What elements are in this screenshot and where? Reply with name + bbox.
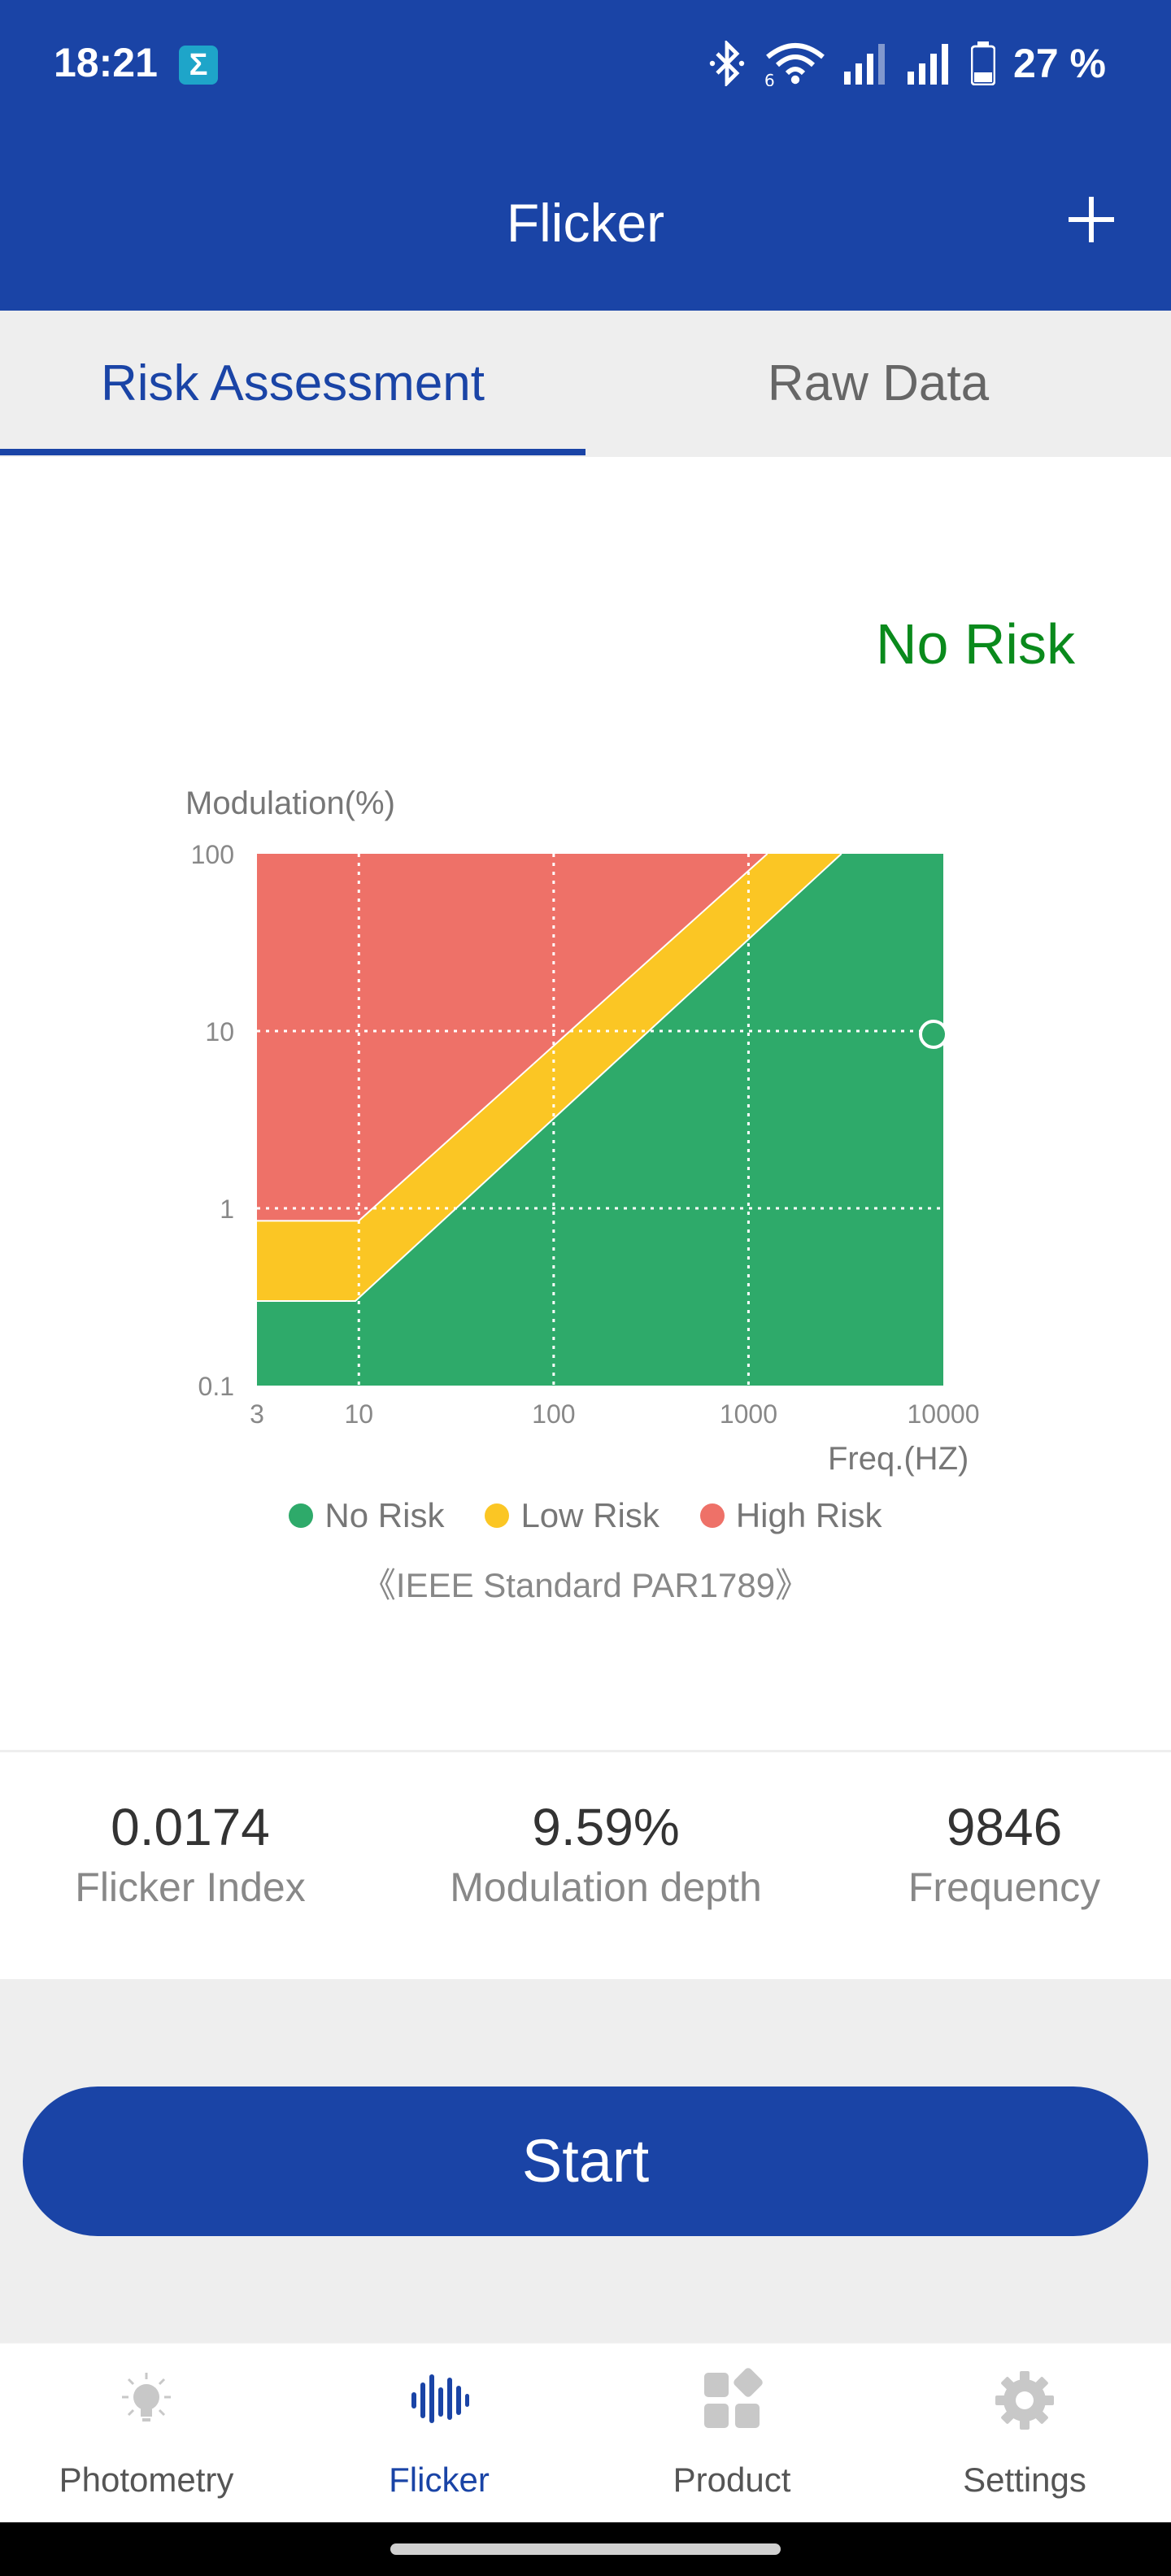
- x-tick-label: 10000: [908, 1399, 980, 1429]
- start-button[interactable]: Start: [23, 2086, 1148, 2236]
- tab-bar: Risk Assessment Raw Data: [0, 311, 1171, 457]
- nav-item-photometry[interactable]: Photometry: [0, 2343, 293, 2524]
- risk-chart-plot: 100 10 1 0.1 3 10 100 1000 10000: [191, 840, 980, 1429]
- legend-label: Low Risk: [520, 1496, 660, 1534]
- y-tick-label: 10: [205, 1017, 234, 1046]
- battery-icon: [971, 41, 996, 85]
- legend-item: No Risk: [289, 1496, 444, 1535]
- nav-label-flicker: Flicker: [389, 2461, 490, 2499]
- no-risk-region: [257, 854, 943, 1386]
- risk-verdict: No Risk: [875, 612, 1075, 676]
- waveform-icon: [411, 2374, 469, 2423]
- legend-item: Low Risk: [485, 1496, 660, 1535]
- risk-chart: Modulation(%) 100 10 1 0.1 3 10 100 1000 10000 F…: [0, 764, 1171, 1496]
- stats-row: 0.0174 Flicker Index 9.59% Modulation de…: [0, 1797, 1171, 1960]
- stat-label: Frequency: [908, 1865, 1101, 1910]
- system-gesture-bar: [0, 2522, 1171, 2576]
- wifi-icon: 6: [764, 43, 825, 86]
- home-indicator[interactable]: [390, 2543, 781, 2555]
- nav-label-photometry: Photometry: [59, 2461, 234, 2499]
- lightbulb-icon: [122, 2373, 171, 2422]
- stat-value: 9846: [946, 1798, 1063, 1856]
- active-tab-indicator: [0, 449, 586, 455]
- x-tick-label: 3: [250, 1399, 264, 1429]
- y-tick-label: 1: [220, 1194, 234, 1224]
- measurement-point: [919, 1019, 948, 1049]
- status-icons: 6 27 %: [707, 37, 1106, 89]
- chart-x-label: Freq.(HZ): [828, 1441, 969, 1477]
- chart-legend: No Risk Low Risk High Risk: [0, 1496, 1171, 1535]
- stat-label: Modulation depth: [450, 1865, 762, 1910]
- legend-label: No Risk: [324, 1496, 445, 1534]
- signal-icon-1: [844, 44, 886, 85]
- x-tick-label: 100: [532, 1399, 575, 1429]
- bottom-nav: Photometry Flicker Product: [0, 2342, 1171, 2522]
- chart-y-label: Modulation(%): [185, 785, 395, 821]
- battery-percent: 27 %: [1013, 41, 1106, 86]
- y-tick-label: 100: [191, 840, 234, 869]
- nav-item-settings[interactable]: Settings: [878, 2343, 1171, 2524]
- page-title: Flicker: [506, 193, 665, 253]
- app-header: 18:21 Σ 6: [0, 0, 1171, 311]
- divider: [0, 1750, 1171, 1752]
- status-bar: 18:21 Σ 6: [0, 0, 1171, 130]
- nav-item-product[interactable]: Product: [586, 2343, 878, 2524]
- legend-dot: [699, 1503, 725, 1528]
- network-gen-label: 6: [764, 71, 775, 86]
- gear-icon: [995, 2371, 1054, 2430]
- stat-frequency: 9846 Frequency: [809, 1797, 1171, 1911]
- x-tick-label: 1000: [720, 1399, 777, 1429]
- legend-dot: [289, 1503, 314, 1528]
- bluetooth-icon: [709, 41, 745, 86]
- legend-item: High Risk: [699, 1496, 882, 1535]
- x-tick-label: 10: [344, 1399, 373, 1429]
- stat-modulation-depth: 9.59% Modulation depth: [411, 1797, 801, 1911]
- no-risk-boundary: [257, 853, 842, 1302]
- legend-dot: [485, 1503, 510, 1528]
- stat-flicker-index: 0.0174 Flicker Index: [0, 1797, 385, 1911]
- y-tick-label: 0.1: [198, 1372, 234, 1401]
- plus-icon[interactable]: [1059, 189, 1124, 254]
- stat-value: 0.0174: [111, 1798, 270, 1856]
- nav-label-product: Product: [673, 2461, 791, 2499]
- standard-reference: 《IEEE Standard PAR1789》: [361, 1566, 810, 1604]
- legend-label: High Risk: [735, 1496, 882, 1534]
- stat-label: Flicker Index: [75, 1865, 306, 1910]
- tab-risk-assessment[interactable]: Risk Assessment: [100, 355, 485, 411]
- nav-label-settings: Settings: [963, 2461, 1086, 2499]
- tab-raw-data[interactable]: Raw Data: [767, 355, 990, 411]
- nav-item-flicker[interactable]: Flicker: [293, 2343, 586, 2524]
- stat-value: 9.59%: [532, 1798, 680, 1856]
- status-time: 18:21: [54, 40, 158, 85]
- signal-icon-2: [908, 44, 949, 85]
- grid-icon: [704, 2368, 763, 2428]
- app-notification-icon: Σ: [179, 46, 218, 85]
